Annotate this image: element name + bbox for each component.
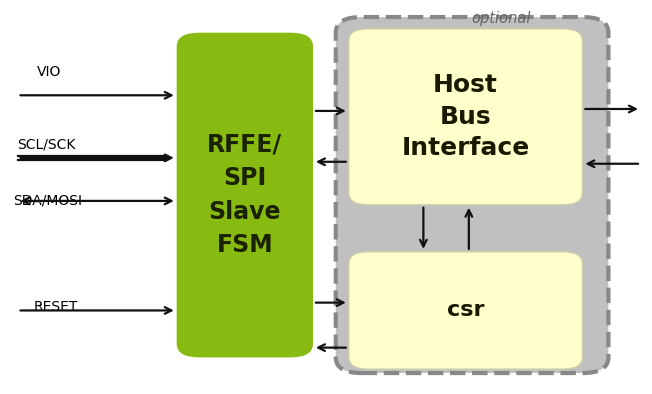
Text: SDA/MOSI: SDA/MOSI xyxy=(13,194,82,208)
FancyBboxPatch shape xyxy=(336,17,608,373)
Text: VIO: VIO xyxy=(37,65,61,79)
Text: Host
Bus
Interface: Host Bus Interface xyxy=(402,73,529,160)
FancyBboxPatch shape xyxy=(177,33,313,357)
Text: RESET: RESET xyxy=(34,299,78,314)
Text: optional: optional xyxy=(471,11,531,26)
FancyBboxPatch shape xyxy=(349,29,582,205)
Text: RFFE/
SPI
Slave
FSM: RFFE/ SPI Slave FSM xyxy=(207,133,282,257)
Text: SCL/SCK: SCL/SCK xyxy=(18,137,76,151)
FancyBboxPatch shape xyxy=(349,252,582,369)
Text: csr: csr xyxy=(447,301,484,320)
